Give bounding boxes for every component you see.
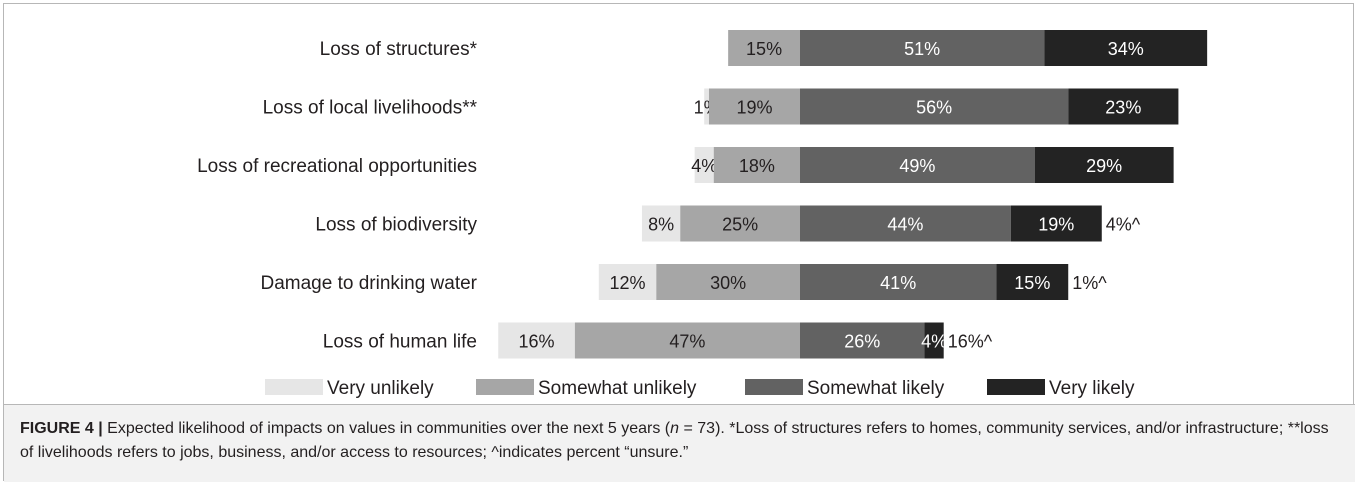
data-label: 44% [887, 215, 923, 235]
stacked-bar-chart: Loss of structures* 15% 51% 34% Loss of loca… [197, 30, 1208, 399]
data-label: 18% [739, 156, 775, 176]
data-label: 4% [691, 156, 717, 176]
data-label: 15% [1014, 273, 1050, 293]
data-label: 25% [722, 215, 758, 235]
bar-segment [1034, 147, 1174, 183]
bar-segment [800, 205, 1011, 242]
caption-text-end: = 73). *Loss of structures refers to hom… [20, 420, 1329, 461]
bar-segment [704, 88, 709, 125]
data-label: 41% [880, 273, 916, 293]
bar-segment [694, 147, 714, 183]
bar-segment [656, 264, 800, 300]
caption-box: FIGURE 4 | Expected likelihood of impact… [4, 404, 1355, 482]
data-label: 12% [610, 273, 646, 293]
bar-segment [800, 30, 1045, 66]
data-label: 51% [904, 39, 940, 59]
caption-text-start: Expected likelihood of impacts on values… [107, 420, 671, 437]
legend-swatch [745, 379, 803, 395]
legend-swatch [476, 379, 534, 395]
bar-segment [641, 205, 681, 242]
unsure-label: 16%^ [948, 332, 993, 352]
bar-segment [800, 264, 997, 300]
data-label: 49% [899, 156, 935, 176]
bar-segment [708, 88, 800, 125]
data-label: 23% [1105, 98, 1141, 118]
bar-segment [800, 322, 925, 359]
data-label: 47% [669, 332, 705, 352]
bar-segment [1010, 205, 1102, 242]
legend-label: Somewhat likely [807, 378, 945, 399]
data-label: 4% [921, 332, 947, 352]
data-label: 16% [519, 332, 555, 352]
category-label: Loss of human life [323, 332, 477, 353]
data-label: 8% [648, 215, 674, 235]
data-label: 29% [1086, 156, 1122, 176]
bar-segment [680, 205, 800, 242]
bar-segment [800, 147, 1035, 183]
data-label: 56% [916, 98, 952, 118]
legend-swatch [987, 379, 1045, 395]
unsure-label: 1%^ [1072, 273, 1107, 293]
data-label: 19% [736, 98, 772, 118]
data-label: 34% [1108, 39, 1144, 59]
legend-label: Very unlikely [327, 378, 434, 399]
category-label: Loss of structures* [320, 39, 478, 60]
bar-segment [1068, 88, 1179, 125]
data-label: 26% [844, 332, 880, 352]
bar-segment [924, 322, 944, 359]
category-label: Loss of local livelihoods** [263, 98, 478, 119]
bar-segment [498, 322, 575, 359]
figure-frame: Loss of structures* 15% 51% 34% Loss of loca… [3, 3, 1355, 482]
caption-n-symbol: n [670, 420, 680, 437]
bar-segment [728, 30, 800, 66]
data-label: 30% [710, 273, 746, 293]
legend-swatch [265, 379, 323, 395]
bar-segment [996, 264, 1069, 300]
category-label: Loss of recreational opportunities [197, 156, 477, 177]
legend-label: Somewhat unlikely [538, 378, 697, 399]
bar-segment [713, 147, 800, 183]
bar-segment [1044, 30, 1208, 66]
bar-segment [598, 264, 657, 300]
figure-caption: FIGURE 4 | Expected likelihood of impact… [20, 417, 1340, 465]
category-label: Loss of biodiversity [315, 215, 477, 236]
legend-label: Very likely [1049, 378, 1135, 399]
data-label: 15% [746, 39, 782, 59]
bar-segment [800, 88, 1069, 125]
bar-segment [574, 322, 800, 359]
figure-label: FIGURE 4 | [20, 420, 103, 437]
data-label: 19% [1038, 215, 1074, 235]
category-label: Damage to drinking water [261, 273, 478, 294]
unsure-label: 4%^ [1106, 215, 1141, 235]
